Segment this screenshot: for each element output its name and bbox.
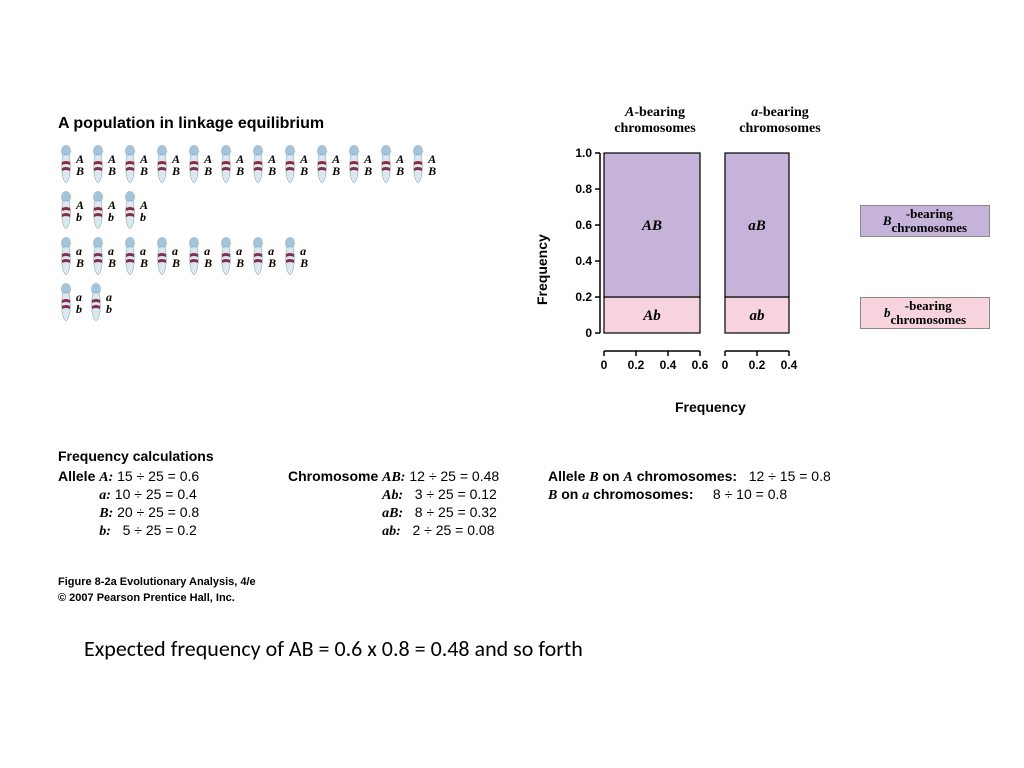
chromosome-pin: ab <box>88 283 112 323</box>
svg-text:0.6: 0.6 <box>692 358 709 372</box>
chromosome-pin: AB <box>346 145 372 185</box>
chromosome-pin: aB <box>282 237 308 277</box>
pin-row: aB aB aB aB aB aB aB aB <box>58 237 488 277</box>
chromosome-pin: aB <box>90 237 116 277</box>
chromosome-pin: AB <box>58 145 84 185</box>
svg-text:0.2: 0.2 <box>749 358 766 372</box>
svg-text:0.4: 0.4 <box>575 254 592 268</box>
svg-text:AB: AB <box>641 218 662 234</box>
chromosome-pin: AB <box>282 145 308 185</box>
svg-text:0.2: 0.2 <box>628 358 645 372</box>
chromosome-pin: AB <box>186 145 212 185</box>
freq-col-chromosome: Chromosome AB: 12 ÷ 25 = 0.48Chromosome … <box>288 468 518 540</box>
chromosome-pin: aB <box>122 237 148 277</box>
chromosome-pin: AB <box>154 145 180 185</box>
chromosome-pin: aB <box>154 237 180 277</box>
freq-col-allele: Allele A: 15 ÷ 25 = 0.6Allele a: 10 ÷ 25… <box>58 468 258 540</box>
svg-text:aB: aB <box>748 218 766 234</box>
svg-text:Ab: Ab <box>642 308 661 324</box>
freq-line: Allele B on A chromosomes: 12 ÷ 15 = 0.8 <box>548 468 908 486</box>
chromosome-pin: AB <box>90 145 116 185</box>
freq-line: Chromosome aB: 8 ÷ 25 = 0.32 <box>288 504 518 522</box>
svg-text:0: 0 <box>722 358 729 372</box>
chromosome-pin: AB <box>410 145 436 185</box>
figure-title: A population in linkage equilibrium <box>58 115 324 133</box>
svg-text:0.8: 0.8 <box>575 182 592 196</box>
figure-canvas: A population in linkage equilibrium AB A… <box>0 0 1024 768</box>
chromosome-pin: aB <box>218 237 244 277</box>
chromosome-pin: Ab <box>58 191 84 231</box>
freq-line: Allele B: 20 ÷ 25 = 0.8 <box>58 504 258 522</box>
freq-line: Chromosome Ab: 3 ÷ 25 = 0.12 <box>288 486 518 504</box>
chromosome-pin: AB <box>122 145 148 185</box>
svg-text:1.0: 1.0 <box>575 146 592 160</box>
frequency-calculations: Frequency calculations Allele A: 15 ÷ 25… <box>58 448 978 540</box>
freq-line: Allele A: 15 ÷ 25 = 0.6 <box>58 468 258 486</box>
chromosome-pin: AB <box>218 145 244 185</box>
svg-text:0.6: 0.6 <box>575 218 592 232</box>
svg-text:ab: ab <box>750 308 766 324</box>
pin-row: ab ab <box>58 283 488 323</box>
chromosome-pin: aB <box>58 237 84 277</box>
freq-line: Allele b: 5 ÷ 25 = 0.2 <box>58 522 258 540</box>
freq-heading: Frequency calculations <box>58 448 978 464</box>
pin-row: Ab Ab Ab <box>58 191 488 231</box>
chromosome-pin: aB <box>250 237 276 277</box>
freq-col-conditional: Allele B on A chromosomes: 12 ÷ 15 = 0.8… <box>548 468 908 540</box>
legend-b-bearing: b-bearingchromosomes <box>860 297 990 329</box>
svg-text:0.4: 0.4 <box>660 358 677 372</box>
pin-row: AB AB AB AB AB AB AB AB <box>58 145 488 185</box>
figure-caption: Figure 8-2a Evolutionary Analysis, 4/e <box>58 576 256 588</box>
chromosome-pin: AB <box>378 145 404 185</box>
svg-text:0.2: 0.2 <box>575 290 592 304</box>
freq-line: Allele a: 10 ÷ 25 = 0.4 <box>58 486 258 504</box>
svg-text:0: 0 <box>585 326 592 340</box>
chart-svg: 0 0.2 0.4 0.6 0.8 1.0 AB Ab 0 0.2 0.4 0.6 aB ab 0 0.2 0.… <box>560 143 890 403</box>
freq-line: Chromosome AB: 12 ÷ 25 = 0.48 <box>288 468 518 486</box>
svg-text:0: 0 <box>601 358 608 372</box>
chromosome-pin: AB <box>314 145 340 185</box>
x-axis-label: Frequency <box>675 399 746 415</box>
copyright-text: © 2007 Pearson Prentice Hall, Inc. <box>58 592 235 604</box>
legend-B-bearing: B-bearingchromosomes <box>860 205 990 237</box>
chromosome-pin: AB <box>250 145 276 185</box>
frequency-chart: A-bearingchromosomes a-bearingchromosome… <box>530 105 1000 415</box>
chromosome-pin: aB <box>186 237 212 277</box>
freq-line: Chromosome ab: 2 ÷ 25 = 0.08 <box>288 522 518 540</box>
y-axis-label: Frequency <box>534 234 550 305</box>
chromosome-pin: Ab <box>90 191 116 231</box>
expected-frequency-note: Expected frequency of AB = 0.6 x 0.8 = 0… <box>84 635 583 662</box>
chromosome-pin: Ab <box>122 191 148 231</box>
svg-text:0.4: 0.4 <box>781 358 798 372</box>
chart-col2-title: a-bearingchromosomes <box>725 105 835 137</box>
freq-line: B on a chromosomes: 8 ÷ 10 = 0.8 <box>548 486 908 504</box>
chromosome-pin: ab <box>58 283 82 323</box>
chart-col1-title: A-bearingchromosomes <box>600 105 710 137</box>
chromosome-pins-area: AB AB AB AB AB AB AB AB <box>58 145 488 329</box>
